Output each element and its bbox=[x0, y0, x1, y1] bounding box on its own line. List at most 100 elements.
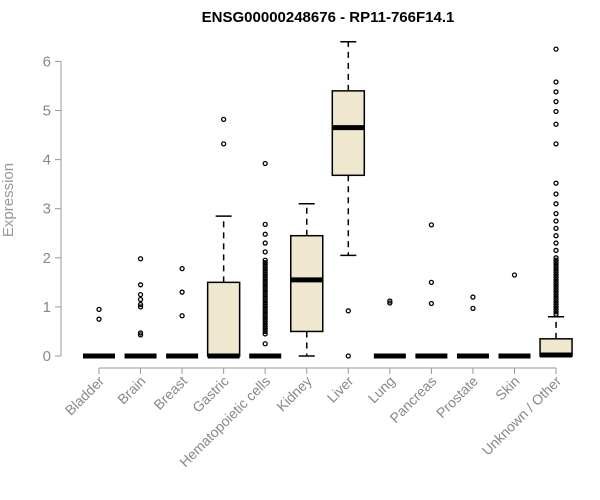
outlier-point bbox=[262, 249, 268, 255]
outlier-point bbox=[262, 309, 268, 315]
x-tick-label: Brain bbox=[114, 373, 148, 407]
outlier-point bbox=[553, 291, 559, 298]
y-axis-label: Expression bbox=[0, 163, 17, 237]
outlier-point bbox=[553, 99, 559, 105]
outlier-point bbox=[262, 326, 268, 332]
y-tick-label: 0 bbox=[43, 348, 51, 365]
y-tick-label: 4 bbox=[43, 152, 51, 169]
outlier-point bbox=[553, 257, 559, 263]
boxes bbox=[83, 41, 573, 359]
outlier-point bbox=[553, 141, 559, 147]
chart-title: ENSG00000248676 - RP11-766F14.1 bbox=[202, 9, 455, 26]
outlier-point bbox=[262, 262, 268, 268]
outlier-point bbox=[553, 260, 559, 266]
outlier-point bbox=[553, 304, 559, 310]
iqr-box bbox=[290, 234, 324, 333]
box-group bbox=[290, 203, 324, 357]
y-tick-label: 3 bbox=[43, 201, 51, 218]
outlier-point bbox=[137, 332, 144, 338]
outlier-point bbox=[553, 296, 559, 303]
outlier-point bbox=[137, 330, 144, 336]
outlier-point bbox=[428, 279, 435, 286]
x-tick-label: Kidney bbox=[273, 373, 315, 415]
outlier-point bbox=[262, 269, 268, 276]
outlier-point bbox=[137, 301, 144, 308]
outlier-point bbox=[262, 323, 268, 330]
outlier-point bbox=[137, 296, 144, 303]
box-group bbox=[83, 306, 115, 359]
outlier-point bbox=[553, 287, 559, 293]
outlier-point bbox=[553, 89, 559, 95]
x-tick-label: Unknown / Other bbox=[479, 373, 565, 459]
outlier-point bbox=[553, 284, 559, 290]
outlier-point bbox=[262, 282, 268, 288]
outlier-point bbox=[553, 274, 559, 281]
outlier-point bbox=[262, 257, 268, 263]
outlier-point bbox=[553, 46, 559, 52]
outlier-point bbox=[262, 277, 268, 283]
x-tick-label: Breast bbox=[150, 373, 190, 413]
outlier-point bbox=[470, 305, 476, 312]
outlier-point bbox=[262, 318, 268, 325]
outlier-point bbox=[262, 240, 268, 246]
outlier-point bbox=[262, 160, 268, 167]
box-group bbox=[166, 265, 199, 359]
outlier-point bbox=[553, 301, 559, 308]
outlier-point bbox=[553, 277, 559, 283]
outlier-point bbox=[553, 272, 559, 278]
iqr-box bbox=[331, 90, 366, 177]
outlier-point bbox=[179, 289, 185, 295]
outlier-point bbox=[262, 296, 268, 303]
iqr-box bbox=[206, 281, 241, 357]
x-tick-label: Prostate bbox=[433, 373, 481, 421]
outlier-point bbox=[262, 279, 268, 286]
box-group bbox=[373, 298, 406, 359]
y-tick-label: 6 bbox=[43, 53, 51, 70]
outlier-point bbox=[345, 308, 351, 314]
outlier-point bbox=[553, 279, 559, 286]
outlier-point bbox=[428, 300, 435, 307]
outlier-point bbox=[262, 311, 268, 317]
outlier-point bbox=[553, 240, 559, 246]
outlier-point bbox=[262, 264, 268, 271]
outlier-point bbox=[553, 255, 559, 261]
box-group bbox=[456, 294, 489, 359]
outlier-point bbox=[96, 306, 102, 313]
y-tick-label: 5 bbox=[43, 103, 51, 120]
x-tick-label: Skin bbox=[492, 373, 523, 404]
outlier-point bbox=[262, 316, 268, 322]
outlier-point bbox=[553, 309, 559, 315]
outlier-point bbox=[137, 291, 144, 298]
outlier-point bbox=[387, 300, 393, 306]
box-group bbox=[415, 222, 448, 359]
x-tick-label: Lung bbox=[365, 373, 398, 406]
outlier-point bbox=[553, 267, 559, 273]
outlier-point bbox=[262, 328, 268, 335]
outlier-point bbox=[137, 282, 144, 288]
box-group bbox=[539, 46, 573, 358]
outlier-point bbox=[553, 269, 559, 276]
outlier-point bbox=[179, 265, 185, 272]
outlier-point bbox=[262, 287, 268, 293]
outlier-point bbox=[553, 294, 559, 300]
outlier-point bbox=[553, 289, 559, 295]
outlier-point bbox=[220, 141, 227, 147]
outlier-point bbox=[553, 79, 559, 85]
outlier-point bbox=[262, 231, 268, 237]
x-tick-label: Bladder bbox=[62, 373, 108, 419]
outlier-point bbox=[179, 313, 185, 319]
outlier-point bbox=[262, 299, 268, 305]
outlier-point bbox=[262, 314, 268, 320]
outlier-point bbox=[137, 304, 144, 310]
outlier-point bbox=[262, 304, 268, 310]
outlier-point bbox=[96, 316, 102, 322]
outlier-point bbox=[262, 274, 268, 281]
outlier-point bbox=[553, 210, 559, 217]
outlier-point bbox=[262, 267, 268, 273]
outlier-point bbox=[553, 225, 559, 231]
outlier-point bbox=[262, 284, 268, 290]
outlier-point bbox=[137, 256, 144, 262]
outlier-point bbox=[470, 294, 476, 300]
outlier-point bbox=[553, 121, 559, 127]
